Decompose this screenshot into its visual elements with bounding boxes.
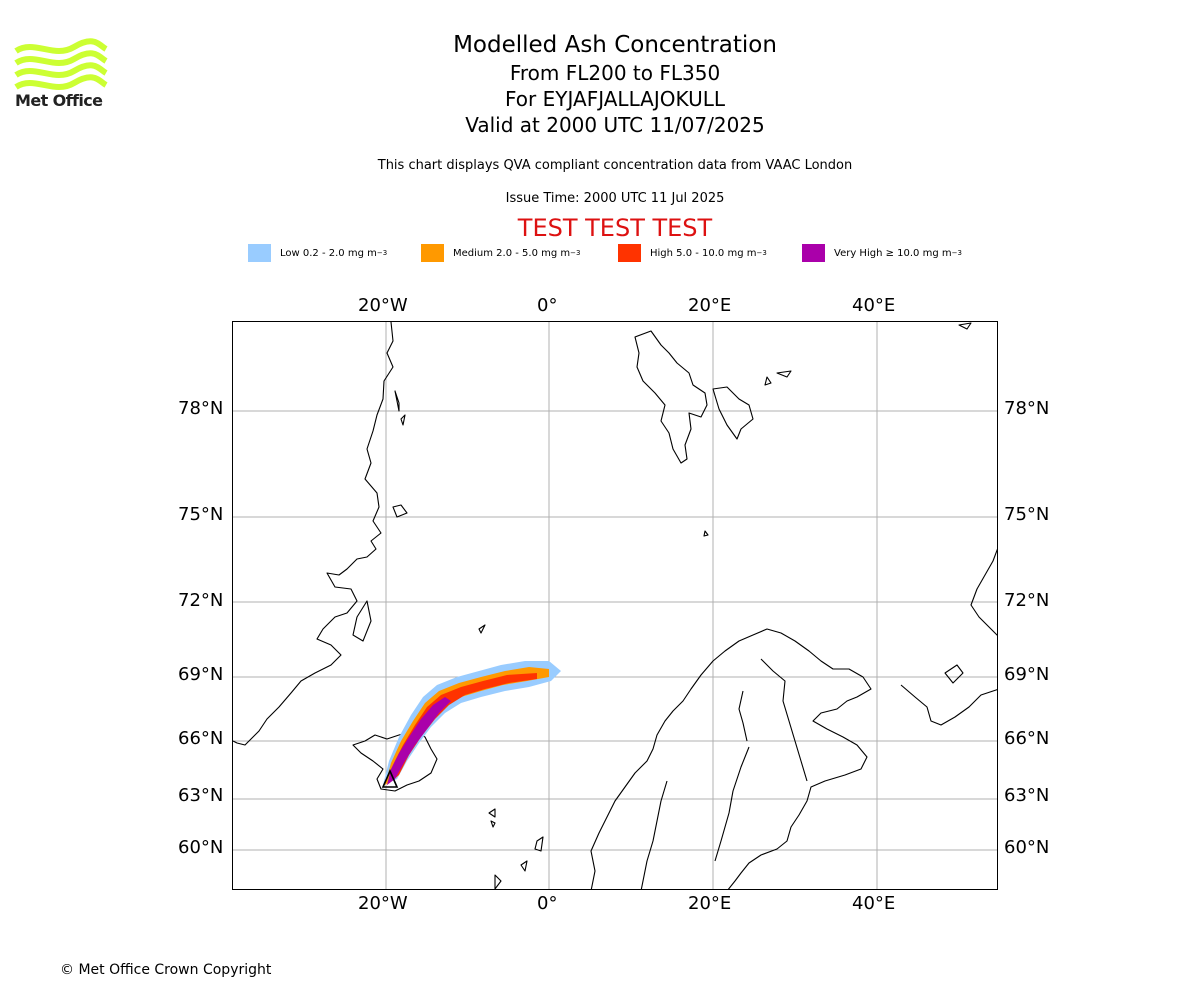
test-banner: TEST TEST TEST [517,214,713,242]
legend-item-high: High 5.0 - 10.0 mg m −3 [618,244,767,262]
iceland-coast [352,730,438,792]
legend-swatch-low [248,244,271,262]
copyright-notice: © Met Office Crown Copyright [60,962,272,978]
lon-label-bottom-20w: 20°W [358,893,408,914]
lon-label-bottom-40e: 40°E [852,893,896,914]
graticule [233,322,997,889]
lat-label-right-78n: 78°N [1004,398,1050,419]
legend-swatch-medium [421,244,444,262]
lat-label-left-66n: 66°N [178,728,224,749]
legend-unit-exp: −3 [756,249,767,257]
valid-time: Valid at 2000 UTC 11/07/2025 [465,113,765,137]
lon-label-top-20e: 20°E [688,295,732,316]
lat-label-left-72n: 72°N [178,590,224,611]
legend-label-high: High 5.0 - 10.0 mg m [650,247,757,259]
lon-label-top-0: 0° [537,295,558,316]
legend-item-low: Low 0.2 - 2.0 mg m −3 [248,244,387,262]
lat-label-left-78n: 78°N [178,398,224,419]
chart-title-block: Modelled Ash Concentration From FL200 to… [0,30,1200,138]
qva-note: This chart displays QVA compliant concen… [377,158,853,173]
lat-label-right-63n: 63°N [1004,785,1050,806]
legend-unit-exp: −3 [951,249,962,257]
chart-title: Modelled Ash Concentration [453,32,777,58]
lon-label-bottom-0: 0° [537,893,558,914]
flight-level-range: From FL200 to FL350 [509,61,721,85]
ash-plume [383,661,561,785]
lat-label-right-75n: 75°N [1004,504,1050,525]
lat-label-left-63n: 63°N [178,785,224,806]
lon-label-top-40e: 40°E [852,295,896,316]
legend-swatch-very-high [802,244,825,262]
coastlines [233,322,997,889]
legend-swatch-high [618,244,641,262]
lat-label-right-69n: 69°N [1004,664,1050,685]
legend-unit-exp: −3 [376,249,388,257]
issue-time: Issue Time: 2000 UTC 11 Jul 2025 [505,191,725,206]
volcano-marker-icon [381,769,399,788]
scandinavia-coast [590,628,872,889]
plume-very-high [387,697,451,785]
legend-item-very-high: Very High ≥ 10.0 mg m −3 [802,244,962,262]
ash-map[interactable] [232,321,998,890]
greenland-coast [233,322,394,746]
legend-label-very-high: Very High ≥ 10.0 mg m [834,247,952,259]
lon-label-bottom-20e: 20°E [688,893,732,914]
legend-item-medium: Medium 2.0 - 5.0 mg m −3 [421,244,580,262]
lat-label-right-72n: 72°N [1004,590,1050,611]
svalbard-coast [634,330,708,464]
volcano-name: For EYJAFJALLAJOKULL [505,87,725,111]
lon-label-top-20w: 20°W [358,295,408,316]
logo-wordmark: Met Office [15,91,103,110]
met-office-logo-icon [14,38,108,90]
lat-label-left-60n: 60°N [178,837,224,858]
legend-label-low: Low 0.2 - 2.0 mg m [280,247,377,259]
lat-label-left-75n: 75°N [178,504,224,525]
legend-unit-exp: −3 [570,249,581,257]
map-canvas [233,322,997,889]
lat-label-right-66n: 66°N [1004,728,1050,749]
legend-label-medium: Medium 2.0 - 5.0 mg m [453,247,571,259]
lat-label-right-60n: 60°N [1004,837,1050,858]
lat-label-left-69n: 69°N [178,664,224,685]
